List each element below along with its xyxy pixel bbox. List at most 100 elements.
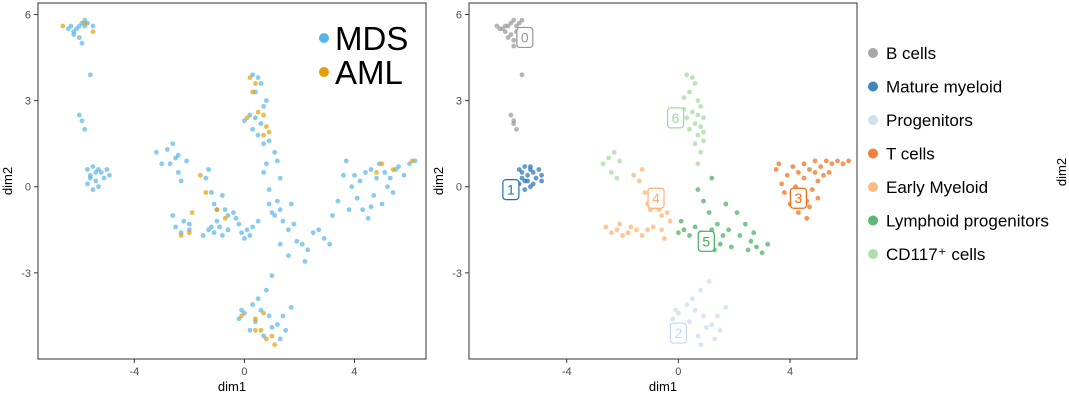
data-point bbox=[723, 304, 729, 310]
data-point bbox=[664, 210, 670, 216]
data-point bbox=[266, 129, 272, 135]
data-point bbox=[170, 141, 176, 147]
data-point bbox=[280, 218, 286, 224]
data-point bbox=[275, 322, 280, 327]
data-point bbox=[360, 207, 366, 213]
data-point bbox=[236, 221, 242, 227]
data-point bbox=[214, 218, 220, 224]
data-point bbox=[706, 279, 712, 284]
data-point bbox=[695, 161, 701, 167]
data-point bbox=[709, 322, 715, 327]
legend-item: AML bbox=[319, 54, 403, 91]
data-point bbox=[726, 227, 731, 233]
data-point bbox=[79, 118, 85, 124]
data-point bbox=[511, 37, 517, 43]
data-point bbox=[687, 126, 692, 132]
series-1 bbox=[516, 164, 544, 193]
legend-item: Early Myeloid bbox=[868, 178, 988, 197]
data-point bbox=[264, 161, 269, 167]
data-point bbox=[222, 215, 228, 221]
legend-label: MDS bbox=[335, 20, 408, 57]
data-point bbox=[305, 247, 311, 253]
data-point bbox=[698, 342, 704, 347]
data-point bbox=[76, 112, 82, 118]
data-point bbox=[250, 302, 256, 307]
cluster-label-text: 3 bbox=[794, 190, 802, 206]
data-point bbox=[101, 175, 107, 181]
data-point bbox=[614, 227, 620, 233]
data-point bbox=[390, 190, 396, 195]
data-point bbox=[209, 190, 214, 195]
cluster-label-text: 5 bbox=[702, 233, 710, 249]
data-point bbox=[821, 172, 826, 178]
data-point bbox=[261, 310, 266, 316]
data-point bbox=[264, 124, 269, 129]
data-point bbox=[250, 89, 256, 95]
data-point bbox=[272, 342, 278, 347]
cluster-label: 3 bbox=[789, 187, 807, 209]
data-point bbox=[698, 287, 704, 293]
legend-swatch bbox=[319, 33, 329, 43]
data-point bbox=[715, 313, 720, 319]
data-point bbox=[233, 215, 239, 221]
data-point bbox=[275, 198, 280, 204]
data-point bbox=[253, 316, 258, 322]
data-point bbox=[667, 218, 673, 224]
cluster-label-box bbox=[647, 187, 665, 209]
data-point bbox=[258, 327, 264, 333]
legend-swatch bbox=[868, 115, 878, 125]
data-point bbox=[247, 327, 253, 333]
data-point bbox=[502, 23, 508, 29]
cluster-label: 2 bbox=[669, 322, 687, 344]
data-point bbox=[71, 32, 77, 37]
data-point bbox=[773, 167, 779, 172]
data-point bbox=[502, 29, 508, 35]
data-point bbox=[85, 181, 90, 187]
data-point bbox=[706, 210, 712, 216]
data-point bbox=[779, 181, 784, 187]
legend-swatch bbox=[319, 67, 329, 77]
data-point bbox=[684, 302, 690, 307]
data-point bbox=[692, 307, 698, 313]
data-point bbox=[823, 158, 829, 164]
data-point bbox=[170, 213, 176, 218]
data-point bbox=[609, 170, 614, 175]
legend-swatch bbox=[868, 48, 878, 58]
cluster-label-text: 6 bbox=[672, 110, 680, 126]
cluster-label-box bbox=[697, 230, 715, 252]
data-point bbox=[689, 296, 695, 302]
data-point bbox=[76, 35, 82, 40]
data-point bbox=[522, 187, 528, 193]
data-point bbox=[703, 325, 709, 330]
data-point bbox=[239, 307, 245, 313]
x-tick-label: -4 bbox=[129, 366, 139, 378]
data-point bbox=[299, 241, 305, 247]
data-point bbox=[511, 121, 517, 126]
x-axis-title: dim1 bbox=[649, 379, 677, 394]
data-point bbox=[98, 170, 104, 175]
data-point bbox=[220, 193, 225, 198]
data-point bbox=[379, 161, 385, 167]
data-point bbox=[261, 104, 266, 109]
data-point bbox=[528, 164, 533, 170]
data-point bbox=[189, 210, 195, 216]
data-point bbox=[107, 172, 112, 178]
data-point bbox=[206, 167, 212, 172]
y-tick-label: 6 bbox=[456, 9, 462, 21]
legend-item: MDS bbox=[319, 20, 408, 57]
x-tick-label: 4 bbox=[351, 366, 357, 378]
data-point bbox=[525, 172, 530, 178]
data-point bbox=[200, 233, 206, 238]
data-point bbox=[283, 327, 289, 333]
data-point bbox=[244, 227, 250, 233]
data-point bbox=[519, 17, 525, 23]
data-point bbox=[812, 170, 818, 175]
data-point bbox=[255, 218, 261, 224]
data-point bbox=[742, 221, 748, 227]
cluster-label-box bbox=[669, 322, 687, 344]
data-point bbox=[603, 224, 609, 230]
data-point bbox=[815, 178, 821, 184]
legend-swatch bbox=[868, 215, 878, 226]
data-point bbox=[737, 233, 743, 238]
data-point bbox=[809, 187, 815, 193]
